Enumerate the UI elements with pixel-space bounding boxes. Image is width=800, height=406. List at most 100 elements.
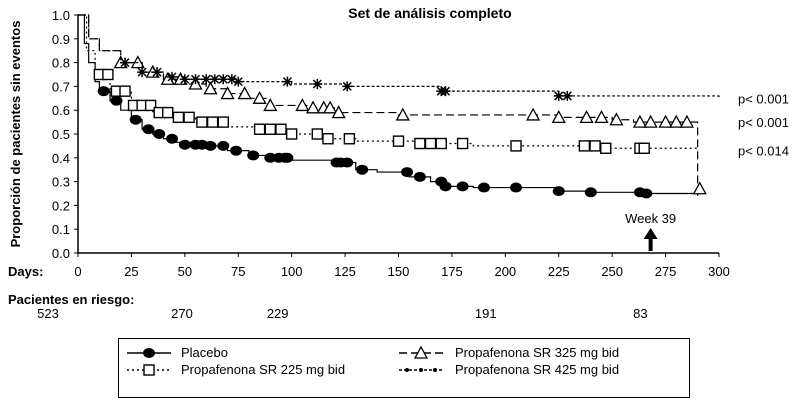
censor-marker bbox=[285, 128, 298, 140]
censor-marker bbox=[456, 137, 469, 150]
censor-marker bbox=[312, 79, 323, 90]
censor-marker bbox=[166, 133, 179, 144]
y-tick-label: 0.4 bbox=[52, 151, 70, 166]
censor-marker bbox=[643, 114, 658, 128]
censor-marker bbox=[209, 74, 220, 85]
censor-marker bbox=[584, 187, 597, 198]
censor-marker bbox=[600, 142, 612, 154]
censor-marker bbox=[253, 123, 266, 135]
risk-count: 191 bbox=[475, 306, 497, 321]
x-tick-label: 0 bbox=[74, 264, 81, 279]
censor-marker bbox=[153, 129, 166, 139]
censor-marker bbox=[401, 167, 414, 178]
censor-marker bbox=[295, 98, 310, 112]
y-axis-label: Proporción de pacientes sin eventos bbox=[8, 21, 23, 248]
censor-marker bbox=[392, 135, 405, 147]
x-tick-label: 75 bbox=[231, 264, 245, 279]
censor-marker bbox=[692, 181, 707, 195]
week-39-label: Week 39 bbox=[625, 211, 676, 226]
x-tick-label: 150 bbox=[388, 264, 410, 279]
censor-marker bbox=[552, 186, 565, 197]
legend-marker bbox=[405, 368, 409, 372]
risk-count: 83 bbox=[633, 306, 647, 321]
survival-curve bbox=[78, 14, 699, 196]
censor-marker bbox=[579, 109, 594, 123]
y-tick-label: 0.5 bbox=[52, 127, 70, 142]
censor-marker bbox=[638, 142, 650, 154]
legend-marker bbox=[413, 345, 429, 359]
censor-marker bbox=[237, 86, 252, 100]
censor-marker bbox=[129, 114, 142, 125]
censor-marker bbox=[119, 85, 131, 97]
censor-marker bbox=[196, 116, 208, 128]
chart-title: Set de análisis completo bbox=[348, 5, 511, 21]
p-value: p< 0.001 bbox=[738, 115, 789, 130]
censor-marker bbox=[413, 171, 426, 182]
legend-marker bbox=[433, 368, 437, 372]
x-tick-label: 200 bbox=[494, 264, 516, 279]
censor-marker bbox=[456, 181, 469, 192]
censor-marker bbox=[120, 57, 131, 68]
y-tick-label: 0.9 bbox=[52, 32, 70, 47]
censor-marker bbox=[526, 107, 541, 121]
censor-marker bbox=[562, 90, 573, 101]
censor-marker bbox=[264, 152, 277, 163]
legend-label-placebo: Placebo bbox=[181, 345, 228, 360]
x-tick-label: 175 bbox=[441, 264, 463, 279]
censor-marker bbox=[142, 124, 155, 135]
y-tick-label: 0.3 bbox=[52, 175, 70, 190]
y-tick-label: 1.0 bbox=[52, 8, 70, 23]
p-value: p< 0.014 bbox=[738, 144, 789, 159]
censor-marker bbox=[220, 86, 235, 100]
censor-marker bbox=[97, 86, 110, 97]
x-tick-label: 300 bbox=[708, 264, 730, 279]
risk-table-label: Pacientes en riesgo: bbox=[8, 292, 134, 307]
censor-marker bbox=[322, 133, 334, 145]
series-circle bbox=[78, 14, 699, 199]
censor-marker bbox=[264, 123, 276, 135]
censor-marker bbox=[218, 74, 229, 85]
censor-marker bbox=[233, 76, 244, 87]
censor-marker bbox=[440, 86, 451, 97]
survival-curve bbox=[78, 14, 720, 99]
censor-marker bbox=[640, 188, 653, 199]
censor-marker bbox=[162, 106, 174, 119]
censor-marker bbox=[206, 116, 219, 128]
censor-marker bbox=[252, 90, 267, 104]
p-value: p< 0.001 bbox=[738, 91, 789, 106]
censor-marker bbox=[305, 100, 321, 114]
censor-marker bbox=[356, 164, 369, 175]
censor-marker bbox=[179, 74, 190, 85]
censor-marker bbox=[578, 140, 591, 152]
censor-marker bbox=[589, 140, 601, 152]
censor-marker bbox=[510, 140, 522, 152]
censor-marker bbox=[424, 137, 437, 150]
censor-marker bbox=[102, 68, 114, 81]
x-tick-label: 125 bbox=[334, 264, 356, 279]
legend-label-325: Propafenona SR 325 mg bid bbox=[455, 345, 620, 360]
x-tick-label: 50 bbox=[178, 264, 192, 279]
series-triangle bbox=[78, 14, 707, 195]
censor-marker bbox=[282, 76, 293, 87]
y-tick-label: 0.8 bbox=[52, 56, 70, 71]
y-tick-label: 0.2 bbox=[52, 198, 70, 213]
censor-marker bbox=[183, 111, 195, 124]
legend-marker bbox=[143, 364, 155, 376]
censor-marker bbox=[217, 140, 230, 151]
censor-marker bbox=[178, 139, 191, 150]
censor-marker bbox=[553, 90, 564, 101]
censor-marker bbox=[203, 81, 218, 95]
y-tick-label: 0.6 bbox=[52, 103, 70, 118]
y-tick-label: 0.7 bbox=[52, 79, 70, 94]
series-asterisk bbox=[78, 14, 720, 101]
risk-count: 270 bbox=[171, 306, 193, 321]
censor-marker bbox=[217, 116, 229, 128]
censor-marker bbox=[167, 71, 178, 82]
censor-marker bbox=[342, 81, 353, 92]
x-tick-label: 275 bbox=[655, 264, 677, 279]
legend-label-425: Propafenona SR 425 mg bid bbox=[455, 362, 620, 377]
censor-marker bbox=[435, 137, 447, 150]
censor-marker bbox=[144, 99, 157, 112]
x-tick-label: 25 bbox=[124, 264, 138, 279]
